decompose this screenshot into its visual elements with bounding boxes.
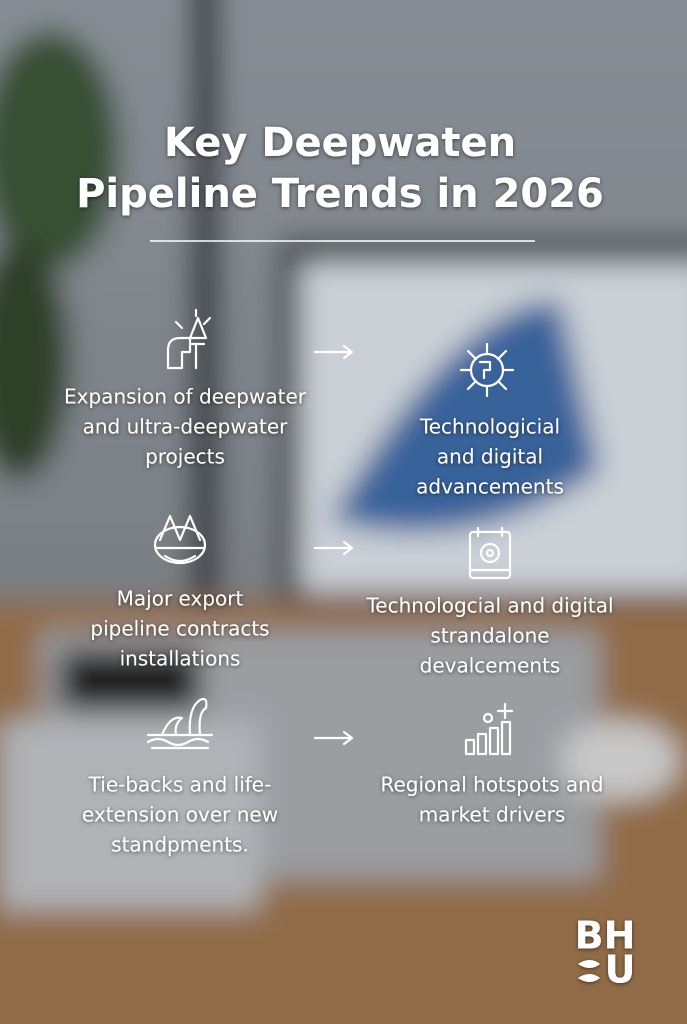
item-text: standpments. — [111, 833, 249, 857]
icon-export — [153, 514, 207, 565]
logo-top: BH — [575, 914, 636, 958]
item-text: installations — [120, 647, 241, 671]
item-text: strandalone — [430, 624, 549, 648]
logo-mark — [578, 960, 600, 982]
arrows — [313, 344, 354, 746]
icon-pipeline — [166, 308, 212, 370]
item-text: Major export — [117, 587, 244, 611]
title-line: Pipeline Trends in 2026 — [76, 171, 604, 217]
item-text: market drivers — [419, 803, 566, 827]
title-line: Key Deepwaten — [164, 120, 516, 166]
logo-bottom: U — [605, 948, 636, 992]
item-text: Technologicial — [419, 415, 560, 439]
item-text: Expansion of deepwater — [64, 385, 307, 409]
item-text: advancements — [416, 475, 564, 499]
item-text: and ultra-deepwater — [83, 415, 289, 439]
icon-device — [468, 526, 512, 580]
icon-digital — [459, 342, 515, 398]
item-text: Technologcial and digital — [365, 594, 613, 618]
item-text: projects — [145, 445, 225, 469]
item-text: and digital — [437, 445, 543, 469]
item-text: Tie-backs and life- — [88, 773, 272, 797]
item-text: devalcements — [420, 654, 561, 678]
icon-tieback — [146, 697, 214, 750]
item-text: pipeline contracts — [90, 617, 269, 641]
icon-chart — [464, 702, 514, 756]
item-text: extension over new — [82, 803, 278, 827]
item-text: Regional hotspots and — [381, 773, 604, 797]
